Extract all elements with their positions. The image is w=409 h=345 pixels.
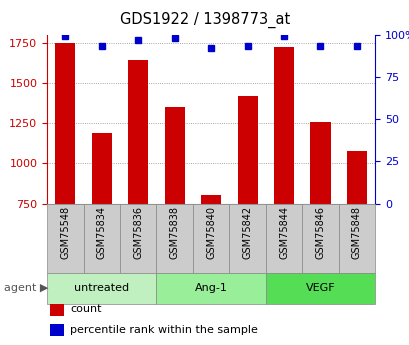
Bar — [47, 273, 156, 304]
Text: agent ▶: agent ▶ — [4, 283, 48, 293]
Bar — [301, 204, 338, 273]
Text: GSM75838: GSM75838 — [169, 206, 179, 259]
Text: count: count — [70, 305, 102, 314]
Bar — [229, 204, 265, 273]
Text: GSM75834: GSM75834 — [97, 206, 107, 259]
Text: GSM75846: GSM75846 — [315, 206, 325, 259]
Text: GSM75844: GSM75844 — [279, 206, 288, 259]
Text: GDS1922 / 1398773_at: GDS1922 / 1398773_at — [119, 12, 290, 28]
Bar — [346, 151, 366, 204]
Bar — [164, 107, 184, 204]
Bar — [156, 204, 193, 273]
Bar — [83, 204, 120, 273]
Text: Ang-1: Ang-1 — [194, 283, 227, 293]
Bar — [50, 324, 64, 336]
Bar — [50, 304, 64, 316]
Bar — [193, 204, 229, 273]
Bar — [128, 60, 148, 204]
Bar — [338, 204, 374, 273]
Bar — [237, 97, 257, 204]
Text: GSM75836: GSM75836 — [133, 206, 143, 259]
Text: GSM75548: GSM75548 — [60, 206, 70, 259]
Text: untreated: untreated — [74, 283, 129, 293]
Bar — [92, 133, 112, 204]
Bar — [273, 47, 293, 204]
Bar — [265, 204, 301, 273]
Bar — [310, 122, 330, 204]
Bar — [120, 204, 156, 273]
Bar — [265, 273, 374, 304]
Text: GSM75840: GSM75840 — [206, 206, 216, 259]
Bar — [55, 43, 75, 204]
Text: VEGF: VEGF — [305, 283, 335, 293]
Text: GSM75848: GSM75848 — [351, 206, 361, 259]
Text: GSM75842: GSM75842 — [242, 206, 252, 259]
Bar — [201, 196, 220, 204]
Bar — [156, 273, 265, 304]
Text: percentile rank within the sample: percentile rank within the sample — [70, 325, 258, 335]
Bar — [47, 204, 83, 273]
